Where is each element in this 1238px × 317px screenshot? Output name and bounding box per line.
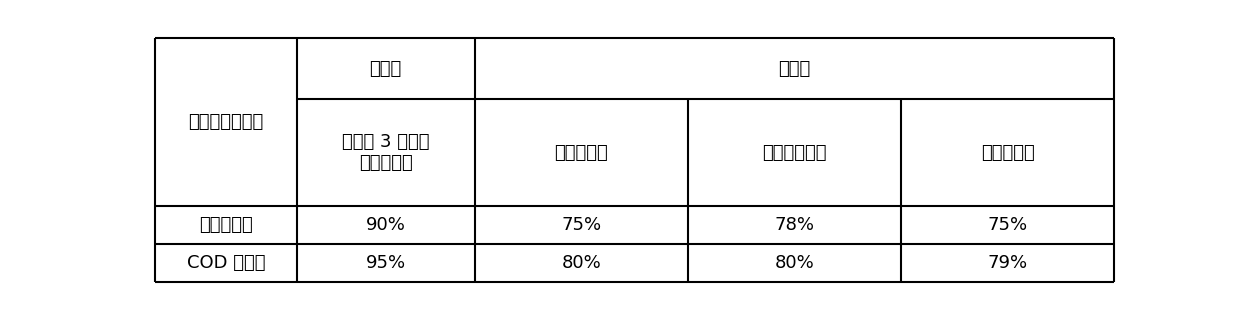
Text: 80%: 80% [775,254,815,272]
Text: COD 去除率: COD 去除率 [187,254,265,272]
Text: 75%: 75% [988,217,1028,234]
Text: 不含营养盐: 不含营养盐 [980,144,1035,162]
Text: 不含酶制剂: 不含酶制剂 [555,144,608,162]
Text: 80%: 80% [561,254,600,272]
Text: 78%: 78% [775,217,815,234]
Text: 对照组: 对照组 [779,60,811,78]
Text: 实验组: 实验组 [370,60,402,78]
Text: 氨氮去除率: 氨氮去除率 [199,217,253,234]
Text: 79%: 79% [988,254,1028,272]
Text: 90%: 90% [365,217,406,234]
Text: 实施例 3 所得微
生物包埋剂: 实施例 3 所得微 生物包埋剂 [342,133,430,172]
Text: 75%: 75% [561,217,602,234]
Text: 95%: 95% [365,254,406,272]
Text: 不含生长因子: 不含生长因子 [763,144,827,162]
Text: 污染物去除效果: 污染物去除效果 [188,113,264,131]
